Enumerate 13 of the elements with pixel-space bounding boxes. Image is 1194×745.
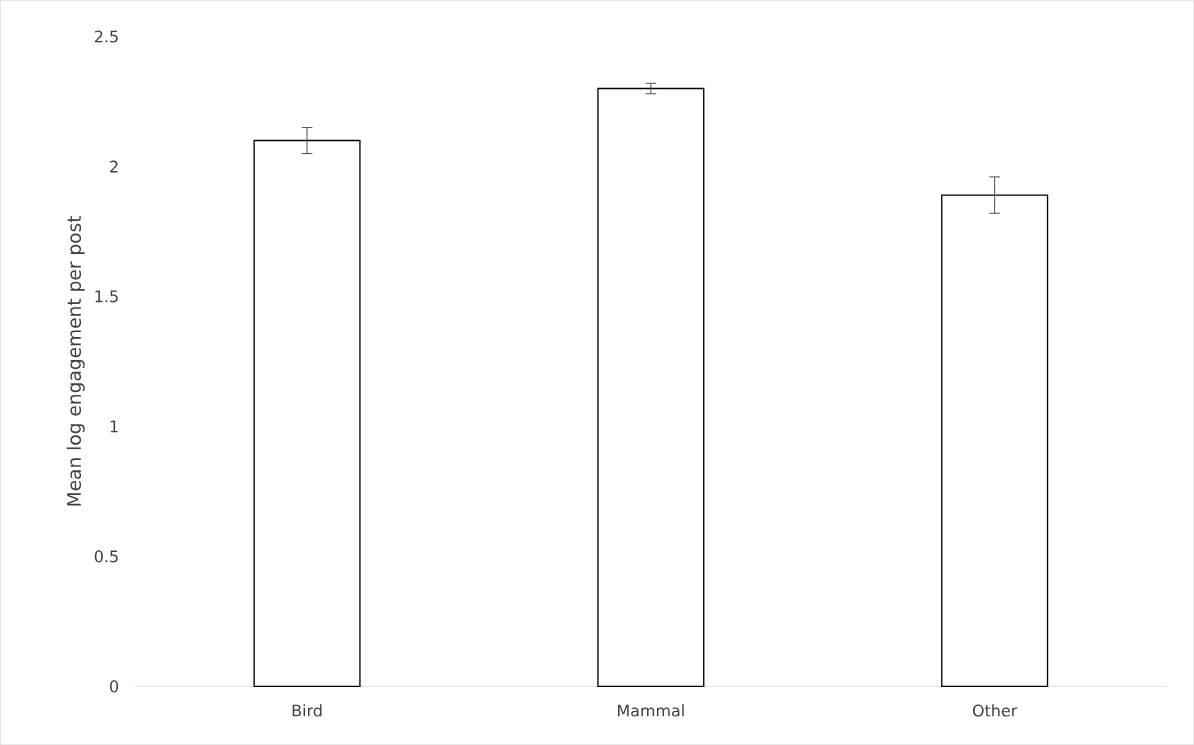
y-tick-label: 1	[110, 420, 118, 433]
y-axis-title: Mean log engagement per post	[66, 215, 85, 506]
x-tick-label: Mammal	[618, 704, 684, 717]
x-tick-label: Bird	[292, 704, 322, 717]
y-tick-label: 0	[110, 680, 119, 693]
bar	[253, 139, 361, 687]
y-tick-label: 1.5	[95, 290, 118, 303]
x-tick-label: Other	[972, 704, 1018, 717]
bar	[597, 87, 705, 687]
y-tick-label: 2.5	[94, 30, 118, 43]
bar	[941, 194, 1049, 687]
y-tick-label: 2	[110, 160, 118, 173]
y-tick-label: 0.5	[94, 550, 118, 563]
